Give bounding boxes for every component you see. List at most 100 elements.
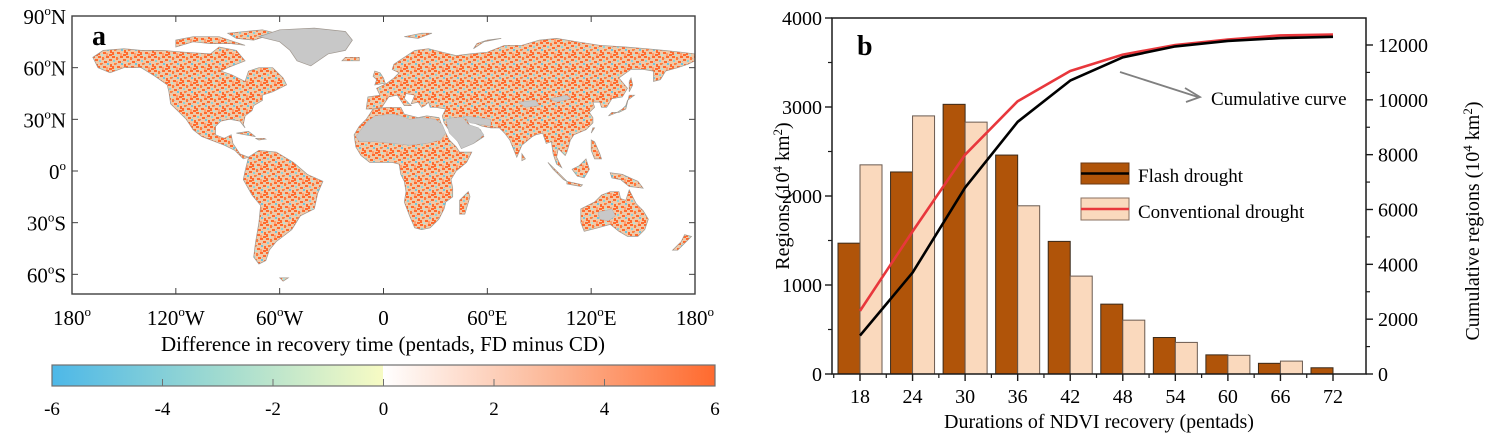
x-tick-label: 36 (1008, 386, 1028, 408)
colorbar-tick-label: 0 (379, 399, 389, 420)
colorbar-tick-label: 6 (710, 399, 720, 420)
masked-region-aus-center (597, 208, 616, 222)
land-britain (372, 70, 386, 86)
panel-b-chart: 0 1000 2000 3000 4000 0 2000 4000 6000 8000 10000 1… (770, 8, 1484, 433)
lat-label: 60oS (27, 261, 66, 287)
colorbar-tick-label: -6 (44, 399, 60, 420)
lon-label: 120oE (566, 304, 617, 330)
bar-flash-drought-18 (837, 242, 861, 375)
lat-label: 0o (49, 158, 66, 184)
line-conventional-drought-cumulative (858, 33, 1334, 312)
land-philippines (590, 139, 602, 160)
lon-label: 180o (676, 304, 714, 330)
bar-conventional-drought-42 (1069, 275, 1093, 375)
lon-label: 180o (53, 304, 91, 330)
bar-flash-drought-66 (1257, 362, 1281, 375)
land-srilanka (521, 152, 526, 162)
land-cuba (236, 131, 256, 137)
y-right-tick-label: 8000 (1378, 145, 1418, 167)
axis-ticks: 0 1000 2000 3000 4000 0 2000 4000 6000 8000 10000 1… (782, 8, 1428, 408)
cumulative-curve-annotation: Cumulative curve (1119, 71, 1347, 110)
bar-conventional-drought-66 (1279, 360, 1303, 375)
bar-flash-drought-24 (890, 171, 914, 375)
land-antarctica-edge (278, 277, 290, 282)
bar-flash-drought-54 (1152, 337, 1176, 375)
annotation-text: Cumulative curve (1211, 89, 1347, 110)
panel-label-a: a (92, 21, 106, 52)
y-right-tick-label: 6000 (1378, 200, 1418, 222)
x-tick-label: 54 (1165, 386, 1185, 408)
map-ticks (71, 15, 696, 294)
y-right-tick-label: 0 (1378, 364, 1388, 386)
y-right-tick-label: 2000 (1378, 309, 1418, 331)
bar-conventional-drought-30 (964, 121, 988, 375)
legend-label-flash-drought: Flash drought (1138, 166, 1244, 187)
land-japan (608, 94, 636, 117)
bar-flash-drought-42 (1047, 240, 1071, 375)
land-newguinea (609, 172, 644, 189)
bars-layer (837, 103, 1334, 375)
x-tick-label: 18 (850, 386, 870, 408)
line-flash-drought-cumulative (859, 35, 1334, 337)
bar-flash-drought-30 (942, 103, 966, 375)
y-left-tick-label: 4000 (782, 8, 822, 30)
colorbar-negative-segment (52, 365, 383, 386)
masked-region-iran (462, 115, 492, 127)
masked-region-gobi (548, 94, 571, 103)
land-indonesia2 (566, 180, 584, 187)
y-right-tick-label: 4000 (1378, 254, 1418, 276)
lat-label: 60oN (23, 55, 66, 81)
legend-item-flash-drought: Flash drought (1080, 162, 1244, 187)
land-taiwan (590, 127, 596, 134)
x-tick-label: 72 (1323, 386, 1343, 408)
panel-label-b: b (857, 31, 873, 62)
land-madagascar (459, 191, 471, 215)
y-axis-left-label: Regions (104 km2) (770, 122, 794, 269)
bar-flash-drought-72 (1310, 367, 1334, 375)
y-left-tick-label: 3000 (782, 97, 822, 119)
land-south-america (242, 149, 324, 265)
land-north-america (92, 46, 288, 160)
latitude-labels: 90oN 60oN 30oN 0o 30oS 60oS (23, 3, 66, 287)
masked-region-arabia (445, 117, 485, 149)
annotation-arrowhead-icon (1184, 87, 1203, 103)
bar-conventional-drought-54 (1174, 341, 1198, 375)
bar-flash-drought-36 (995, 154, 1019, 375)
y-left-tick-label: 1000 (782, 275, 822, 297)
land-arctic1 (175, 36, 246, 48)
masked-region-sahara (355, 113, 447, 146)
longitude-labels: 180o 120oW 60oW 0 60oE 120oE 180o (53, 304, 714, 330)
y-axis-right-label: Cumulative regions (104 km2) (1460, 101, 1484, 340)
y-left-tick-label: 0 (812, 364, 822, 386)
legend-label-conventional-drought: Conventional drought (1138, 202, 1305, 223)
lat-label: 30oS (27, 210, 66, 236)
colorbar: -6 -4 -2 0 2 4 6 (44, 364, 720, 420)
bar-flash-drought-60 (1205, 354, 1229, 375)
land-borneo (571, 158, 590, 179)
colorbar-positive-segment (383, 365, 715, 386)
bar-conventional-drought-60 (1227, 354, 1251, 375)
x-tick-label: 60 (1218, 386, 1238, 408)
land-layer (92, 27, 696, 282)
bar-conventional-drought-36 (1017, 205, 1041, 375)
land-sakhalin (628, 77, 634, 92)
lon-label: 60oE (467, 304, 507, 330)
land-hispaniola (255, 137, 268, 141)
x-axis-label: Durations of NDVI recovery (pentads) (944, 411, 1254, 433)
x-tick-label: 42 (1060, 386, 1080, 408)
colorbar-tick-label: -2 (265, 399, 281, 420)
bar-conventional-drought-48 (1122, 319, 1146, 375)
lon-label: 60oW (256, 304, 304, 330)
y-left-tick-label: 2000 (782, 186, 822, 208)
colorbar-tick-label: 2 (489, 399, 499, 420)
land-svalbard (404, 32, 433, 39)
x-tick-label: 30 (955, 386, 975, 408)
bar-flash-drought-48 (1100, 303, 1124, 375)
y-right-tick-label: 10000 (1378, 90, 1428, 112)
colorbar-tick-label: -4 (155, 399, 171, 420)
annotation-arrow (1119, 71, 1199, 98)
colorbar-tick-label: 4 (600, 399, 610, 420)
land-novaya (473, 38, 502, 49)
land-scand-ice (341, 56, 360, 62)
bar-conventional-drought-18 (859, 164, 883, 375)
